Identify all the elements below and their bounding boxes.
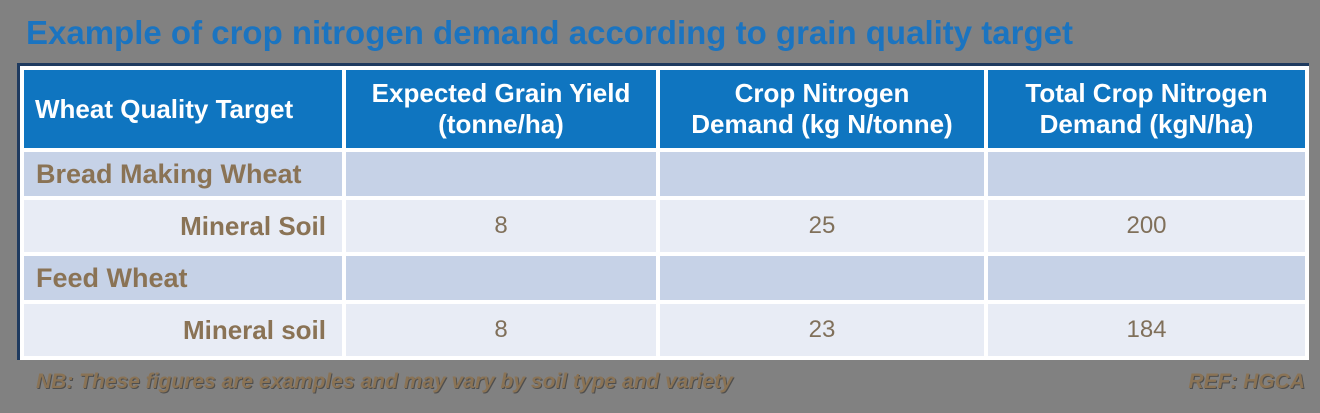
column-header-crop-nitrogen-demand: Crop Nitrogen Demand (kg N/tonne): [660, 70, 984, 148]
footer-ref: REF: HGCA: [1188, 370, 1305, 393]
crop-nitrogen-table-frame: Wheat Quality Target Expected Grain Yiel…: [17, 63, 1309, 360]
cell-empty: [660, 256, 984, 300]
cell-grain-yield: 8: [346, 304, 656, 356]
column-header-wheat-quality-target: Wheat Quality Target: [24, 70, 342, 148]
cell-total-nitrogen-demand: 184: [988, 304, 1305, 356]
crop-nitrogen-table: Wheat Quality Target Expected Grain Yiel…: [20, 66, 1309, 360]
cell-empty: [346, 152, 656, 196]
table-header-row: Wheat Quality Target Expected Grain Yiel…: [24, 70, 1305, 148]
cell-nitrogen-demand: 23: [660, 304, 984, 356]
cell-nitrogen-demand: 25: [660, 200, 984, 252]
cell-empty: [988, 152, 1305, 196]
category-label: Feed Wheat: [24, 256, 342, 300]
cell-total-nitrogen-demand: 200: [988, 200, 1305, 252]
detail-label: Mineral Soil: [24, 200, 342, 252]
cell-empty: [346, 256, 656, 300]
page-title: Example of crop nitrogen demand accordin…: [26, 14, 1073, 51]
table-row-bread-mineral-soil: Mineral Soil 8 25 200: [24, 200, 1305, 252]
cell-grain-yield: 8: [346, 200, 656, 252]
footer: NB: These figures are examples and may v…: [36, 370, 1305, 394]
detail-label: Mineral soil: [24, 304, 342, 356]
column-header-expected-grain-yield: Expected Grain Yield (tonne/ha): [346, 70, 656, 148]
cell-empty: [660, 152, 984, 196]
footer-note: NB: These figures are examples and may v…: [36, 370, 733, 393]
table-row-feed-mineral-soil: Mineral soil 8 23 184: [24, 304, 1305, 356]
category-label: Bread Making Wheat: [24, 152, 342, 196]
table-row-feed-wheat: Feed Wheat: [24, 256, 1305, 300]
cell-empty: [988, 256, 1305, 300]
column-header-total-crop-nitrogen-demand: Total Crop Nitrogen Demand (kgN/ha): [988, 70, 1305, 148]
table-row-bread-making-wheat: Bread Making Wheat: [24, 152, 1305, 196]
